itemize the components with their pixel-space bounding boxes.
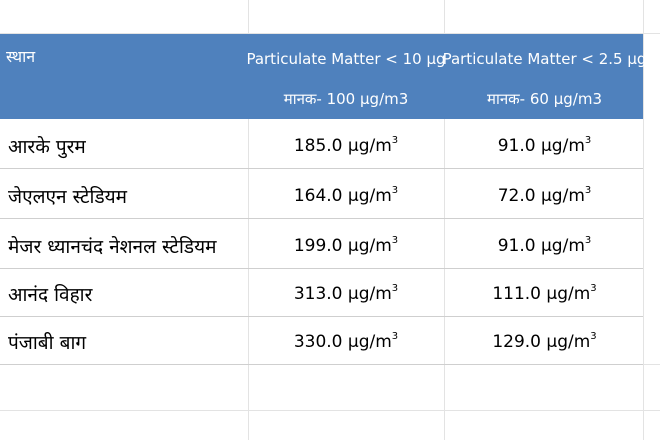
unit-text: µg/m xyxy=(347,186,392,206)
pm10-value: 199.0 xyxy=(293,236,343,256)
location-cell[interactable]: मेजर ध्यानचंद नेशनल स्टेडियम xyxy=(8,236,217,258)
unit-exponent: 3 xyxy=(391,282,399,294)
location-cell[interactable]: आरके पुरम xyxy=(8,136,86,158)
grid-line xyxy=(0,410,660,411)
grid-line xyxy=(444,0,445,440)
unit-exponent: 3 xyxy=(391,330,399,342)
unit-text: µg/m xyxy=(540,186,585,206)
unit-text: µg/m xyxy=(540,136,585,156)
pm25-cell[interactable]: 91.0 µg/m 3 xyxy=(446,122,643,170)
unit-exponent: 3 xyxy=(391,234,399,246)
header-pm25-standard[interactable]: मानक- 60 µg/m3 xyxy=(486,90,602,108)
unit-exponent: 3 xyxy=(391,134,399,146)
pm25-value: 91.0 xyxy=(497,136,536,156)
unit-text: µg/m xyxy=(546,284,591,304)
unit-text: µg/m xyxy=(347,284,392,304)
pm10-cell[interactable]: 199.0 µg/m 3 xyxy=(250,222,442,270)
pm25-cell[interactable]: 91.0 µg/m 3 xyxy=(446,222,643,270)
pm10-value: 185.0 xyxy=(293,136,343,156)
pm10-value: 313.0 xyxy=(293,284,343,304)
header-pm10[interactable]: Particulate Matter < 10 µg xyxy=(246,50,446,68)
pm25-cell[interactable]: 72.0 µg/m 3 xyxy=(446,172,643,220)
pm25-value: 91.0 xyxy=(497,236,536,256)
unit-text: µg/m xyxy=(347,136,392,156)
pm10-cell[interactable]: 330.0 µg/m 3 xyxy=(250,318,442,366)
header-pm25[interactable]: Particulate Matter < 2.5 µg xyxy=(442,50,647,68)
unit-exponent: 3 xyxy=(590,282,597,294)
unit-text: µg/m xyxy=(347,236,392,256)
unit-text: µg/m xyxy=(546,332,591,352)
pm10-value: 330.0 xyxy=(293,332,343,352)
row-divider xyxy=(0,316,643,317)
pm25-cell[interactable]: 129.0 µg/m 3 xyxy=(446,318,643,366)
row-divider xyxy=(0,268,643,269)
pm25-value: 129.0 xyxy=(492,332,541,352)
pm25-value: 72.0 xyxy=(497,186,536,206)
row-divider xyxy=(0,218,643,219)
pm10-cell[interactable]: 185.0 µg/m 3 xyxy=(250,122,442,170)
location-cell[interactable]: आनंद विहार xyxy=(8,284,93,306)
pm25-cell[interactable]: 111.0 µg/m 3 xyxy=(446,270,643,318)
unit-exponent: 3 xyxy=(590,330,597,342)
pm25-value: 111.0 xyxy=(492,284,541,304)
grid-line xyxy=(248,0,249,440)
unit-exponent: 3 xyxy=(391,184,399,196)
table-header xyxy=(0,34,643,119)
unit-exponent: 3 xyxy=(584,184,592,196)
location-cell[interactable]: जेएलएन स्टेडियम xyxy=(8,186,128,208)
row-divider xyxy=(0,168,643,169)
row-divider xyxy=(0,364,643,365)
pm10-cell[interactable]: 313.0 µg/m 3 xyxy=(250,270,442,318)
pm10-value: 164.0 xyxy=(293,186,343,206)
unit-exponent: 3 xyxy=(584,134,592,146)
grid-line xyxy=(0,33,660,34)
pm10-cell[interactable]: 164.0 µg/m 3 xyxy=(250,172,442,220)
unit-text: µg/m xyxy=(347,332,392,352)
unit-exponent: 3 xyxy=(584,234,592,246)
unit-text: µg/m xyxy=(540,236,585,256)
header-pm10-standard[interactable]: मानक- 100 µg/m3 xyxy=(283,90,409,108)
location-cell[interactable]: पंजाबी बाग xyxy=(8,332,87,354)
header-location[interactable]: स्थान xyxy=(6,47,36,66)
grid-line xyxy=(643,0,644,440)
